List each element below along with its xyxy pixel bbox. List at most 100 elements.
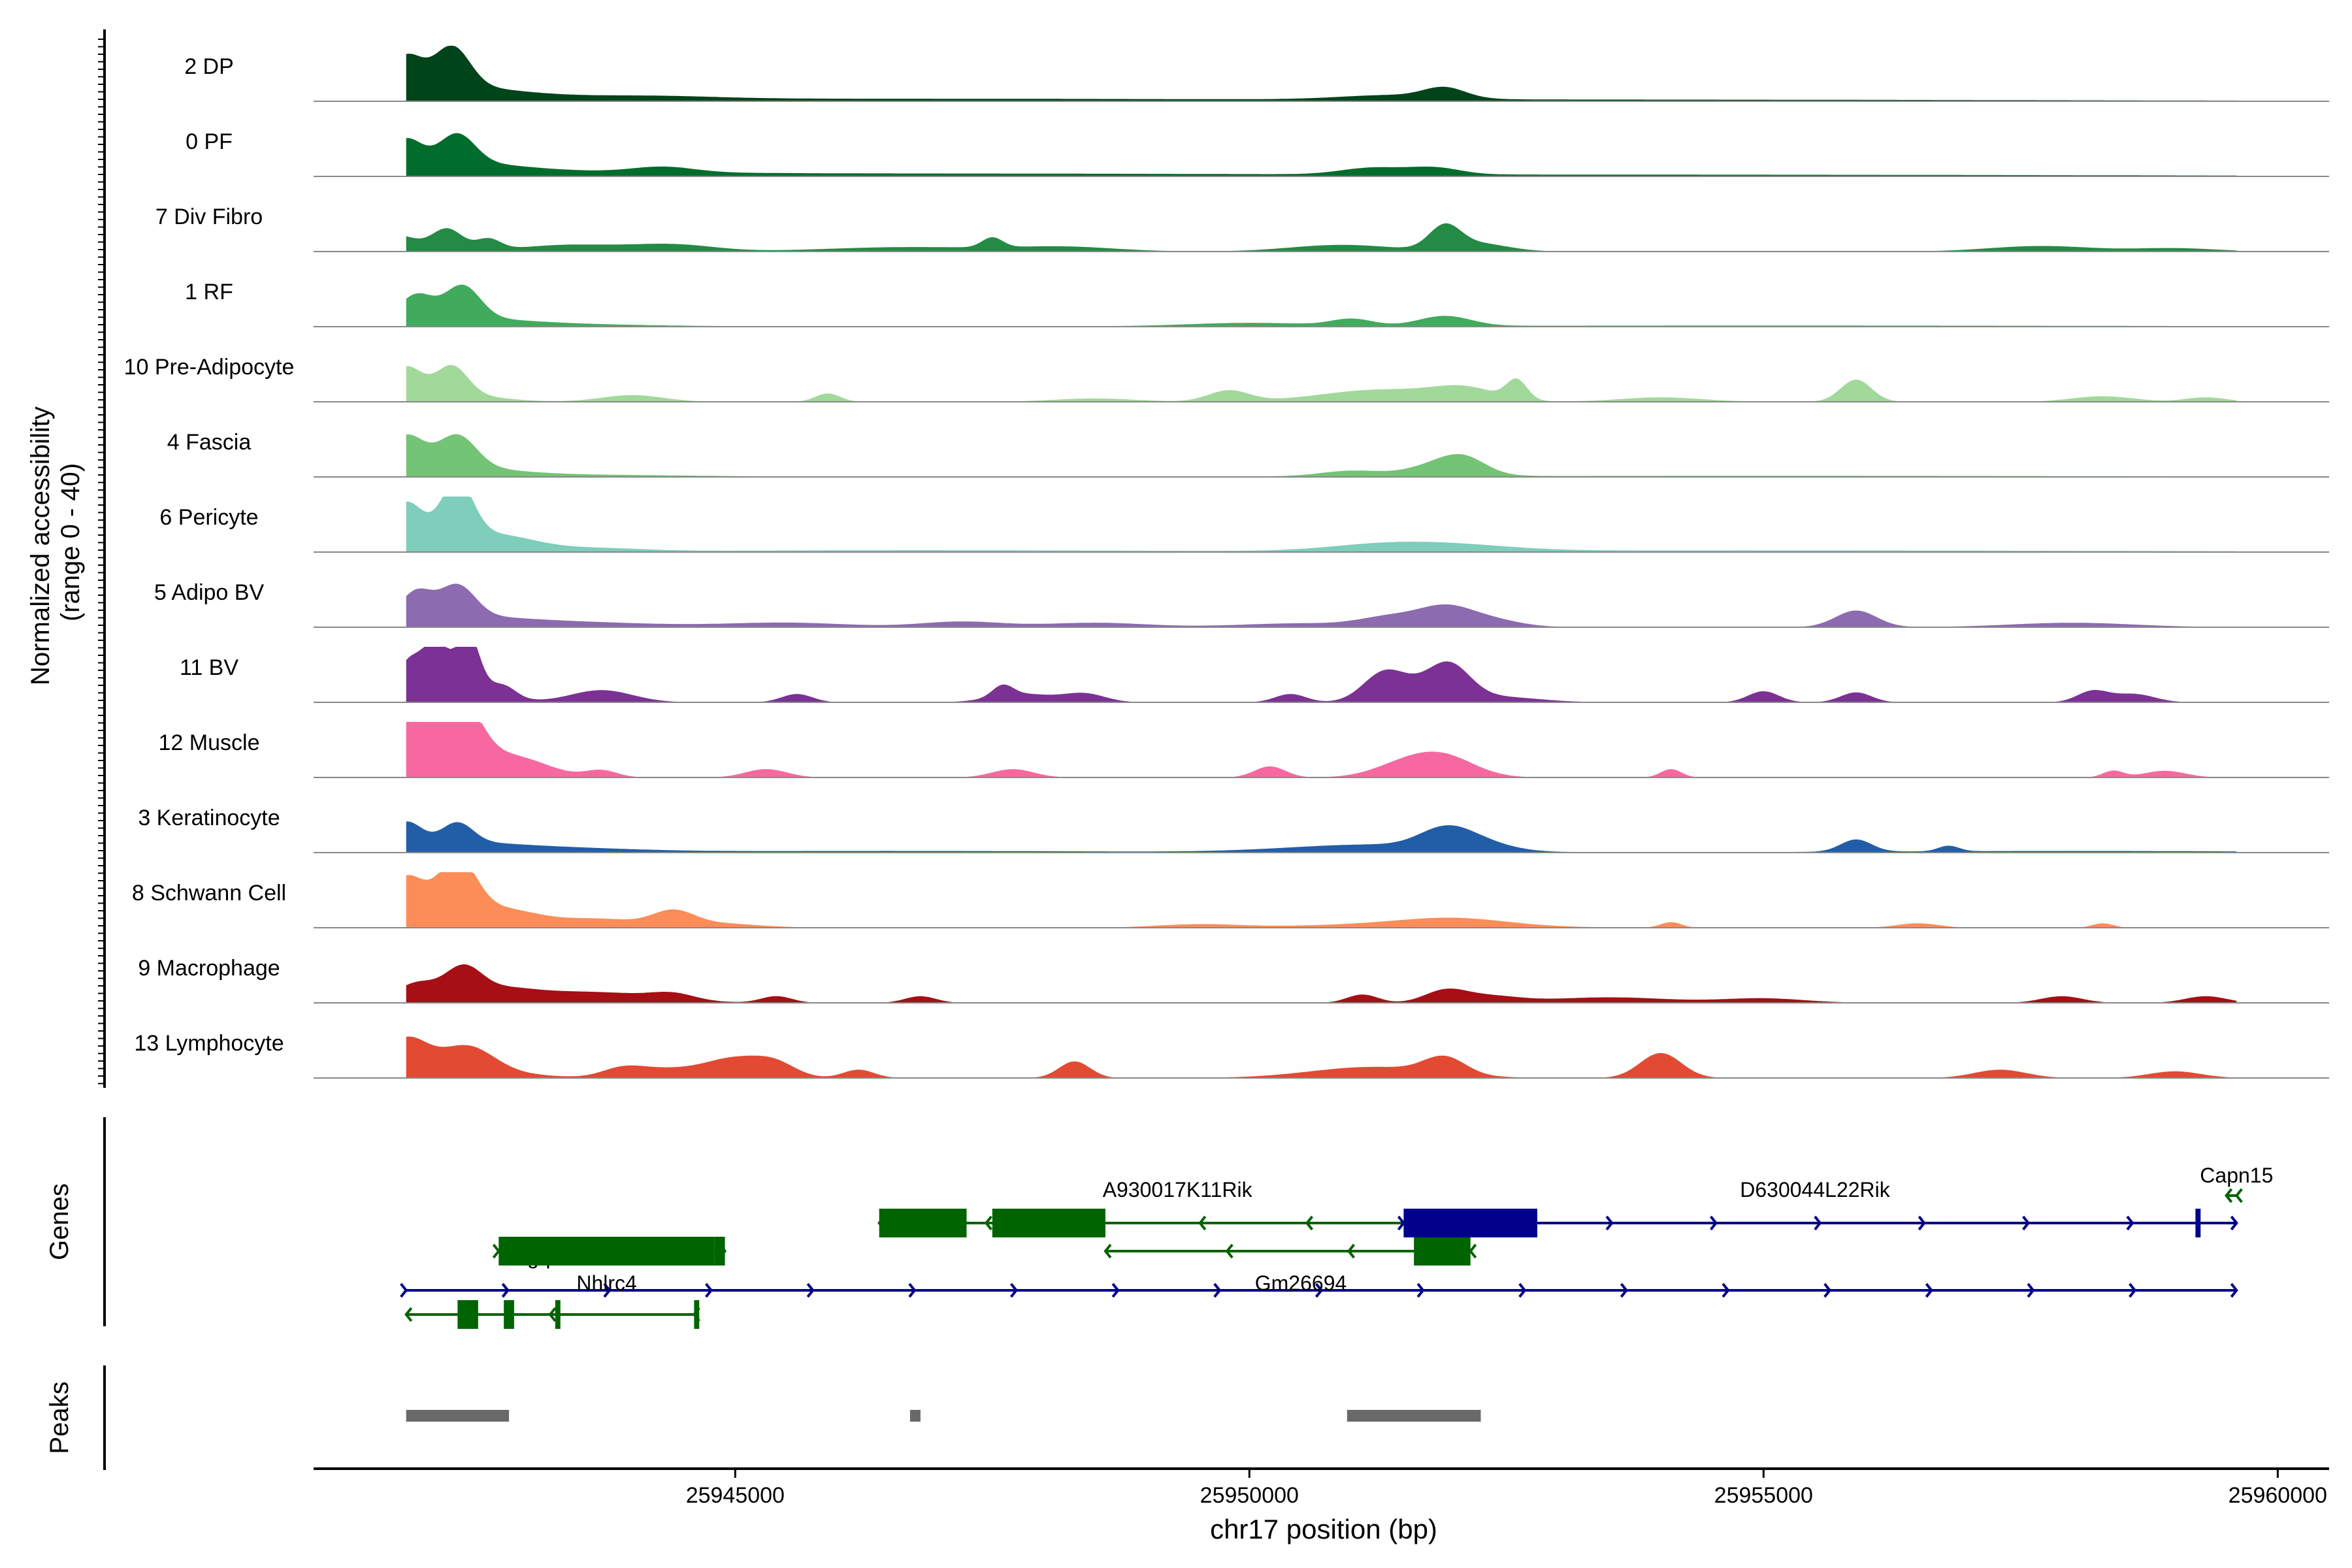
gene-exon — [879, 1209, 967, 1237]
peak-region — [406, 1410, 510, 1422]
gene-strand-arrow — [603, 1282, 612, 1298]
track-coverage-area — [406, 1036, 2237, 1078]
gene-strand-arrow — [806, 1282, 815, 1298]
track-coverage-area — [406, 223, 2237, 252]
track-label: 2 DP — [184, 54, 234, 79]
gene-a930017k11rik: A930017K11Rik — [877, 1178, 1420, 1237]
track-label: 0 PF — [186, 129, 233, 154]
track-10-pre-adipocyte: 10 Pre-Adipocyte — [124, 355, 2329, 402]
track-coverage-area — [406, 872, 2237, 928]
x-axis-tick-label: 25960000 — [2229, 1483, 2327, 1508]
gene-strand-arrow — [1198, 1215, 1207, 1231]
track-coverage-area — [406, 434, 2237, 477]
coverage-y-axis — [98, 29, 106, 1088]
gene-strand-arrow — [1111, 1282, 1120, 1298]
track-coverage-area — [406, 722, 2237, 777]
gene-strand-arrow — [1925, 1282, 1933, 1298]
track-3-keratinocyte: 3 Keratinocyte — [138, 806, 2329, 853]
gene-strand-arrow — [400, 1282, 408, 1298]
track-label: 7 Div Fibro — [155, 204, 263, 229]
gene-strand-arrow — [501, 1282, 510, 1298]
gene-exon — [504, 1300, 514, 1329]
gene-exon — [694, 1300, 700, 1329]
gene-label: Gm26694 — [1255, 1271, 1347, 1295]
gene-strand-arrow — [1918, 1215, 1926, 1231]
track-coverage-area — [406, 647, 2237, 702]
gene-strand-arrow — [1469, 1243, 1477, 1259]
track-coverage-area — [406, 497, 2237, 552]
track-2-dp: 2 DP — [184, 46, 2329, 102]
x-axis-title: chr17 position (bp) — [1210, 1514, 1437, 1544]
track-12-muscle: 12 Muscle — [159, 722, 2329, 778]
track-label: 13 Lymphocyte — [134, 1031, 284, 1056]
gene-capn15: Capn15 — [2200, 1164, 2273, 1203]
track-label: 12 Muscle — [159, 730, 260, 755]
gene-strand-arrow — [2022, 1215, 2031, 1231]
gene-unnamed — [404, 1300, 700, 1329]
gene-strand-arrow — [1347, 1243, 1356, 1259]
track-7-div-fibro: 7 Div Fibro — [155, 204, 2329, 252]
gene-exon — [714, 1237, 725, 1266]
gene-exon — [647, 1237, 664, 1266]
gene-strand-arrow — [2027, 1282, 2035, 1298]
gene-strand-arrow — [1620, 1282, 1629, 1298]
gene-label: Capn15 — [2200, 1164, 2273, 1187]
gene-exon — [457, 1300, 478, 1329]
gene-strand-arrow — [2230, 1215, 2238, 1231]
track-4-fascia: 4 Fascia — [167, 430, 2329, 478]
track-coverage-area — [406, 583, 2237, 627]
peak-region — [909, 1410, 921, 1422]
gene-exon — [1414, 1237, 1471, 1266]
gene-strand-arrow — [1814, 1215, 1822, 1231]
track-1-rf: 1 RF — [185, 280, 2329, 327]
gene-exon — [2195, 1209, 2201, 1237]
track-label: 5 Adipo BV — [154, 580, 265, 605]
gene-strand-arrow — [1305, 1215, 1314, 1231]
track-coverage-area — [406, 284, 2237, 327]
track-13-lymphocyte: 13 Lymphocyte — [134, 1031, 2329, 1079]
gene-exon — [498, 1237, 715, 1266]
x-axis: 25945000 25950000 25955000 25960000 — [314, 1467, 2329, 1508]
genes-axis-label: Genes — [45, 1183, 74, 1260]
gene-d630044l22rik: D630044L22Rik — [1397, 1178, 2238, 1237]
track-label: 10 Pre-Adipocyte — [124, 355, 295, 380]
gene-strand-arrow — [1213, 1282, 1222, 1298]
track-coverage-area — [406, 821, 2237, 853]
track-label: 1 RF — [185, 280, 233, 304]
gene-strand-arrow — [1315, 1282, 1324, 1298]
track-coverage-area — [406, 365, 2237, 402]
gene-strand-arrow — [2129, 1282, 2137, 1298]
peak-region — [1347, 1410, 1481, 1422]
peaks-axis-label: Peaks — [45, 1381, 74, 1454]
gene-strand-arrow — [2234, 1188, 2243, 1203]
track-0-pf: 0 PF — [186, 129, 2329, 177]
gene-exon — [1403, 1209, 1538, 1237]
track-label: 11 BV — [180, 655, 238, 680]
track-label: 4 Fascia — [167, 430, 252, 455]
gene-strand-arrow — [548, 1307, 557, 1322]
track-5-adipo-bv: 5 Adipo BV — [154, 580, 2329, 628]
gene-strand-arrow — [1225, 1243, 1233, 1259]
gene-strand-arrow — [492, 1243, 500, 1259]
gene-strand-arrow — [1709, 1215, 1718, 1231]
gene-strand-arrow — [984, 1215, 992, 1231]
x-axis-tick-label: 25945000 — [686, 1483, 785, 1508]
gene-strand-arrow — [1009, 1282, 1019, 1298]
track-8-schwann-cell: 8 Schwann Cell — [132, 872, 2329, 928]
gene-strand-arrow — [705, 1282, 713, 1298]
gene-gm26694: Gm26694 — [1103, 1237, 1477, 1295]
coverage-y-axis-label-line1: Normalized accessibility — [26, 406, 55, 685]
gene-strand-arrow — [1518, 1282, 1527, 1298]
gene-strand-arrow — [1103, 1243, 1112, 1259]
coverage-tracks: 2 DP 0 PF 7 Div Fibro 1 RF 10 Pre-Adipocyte 4… — [124, 46, 2329, 1079]
gene-label: A930017K11Rik — [1103, 1178, 1253, 1201]
gene-strand-arrow — [1605, 1215, 1614, 1231]
track-6-pericyte: 6 Pericyte — [159, 497, 2329, 553]
gene-exon — [992, 1209, 1105, 1237]
gene-strand-arrow — [2225, 1188, 2233, 1203]
coverage-y-axis-label-line2: (range 0 - 40) — [56, 463, 85, 621]
track-9-macrophage: 9 Macrophage — [138, 956, 2329, 1004]
gene-strand-arrow — [1722, 1282, 1730, 1298]
